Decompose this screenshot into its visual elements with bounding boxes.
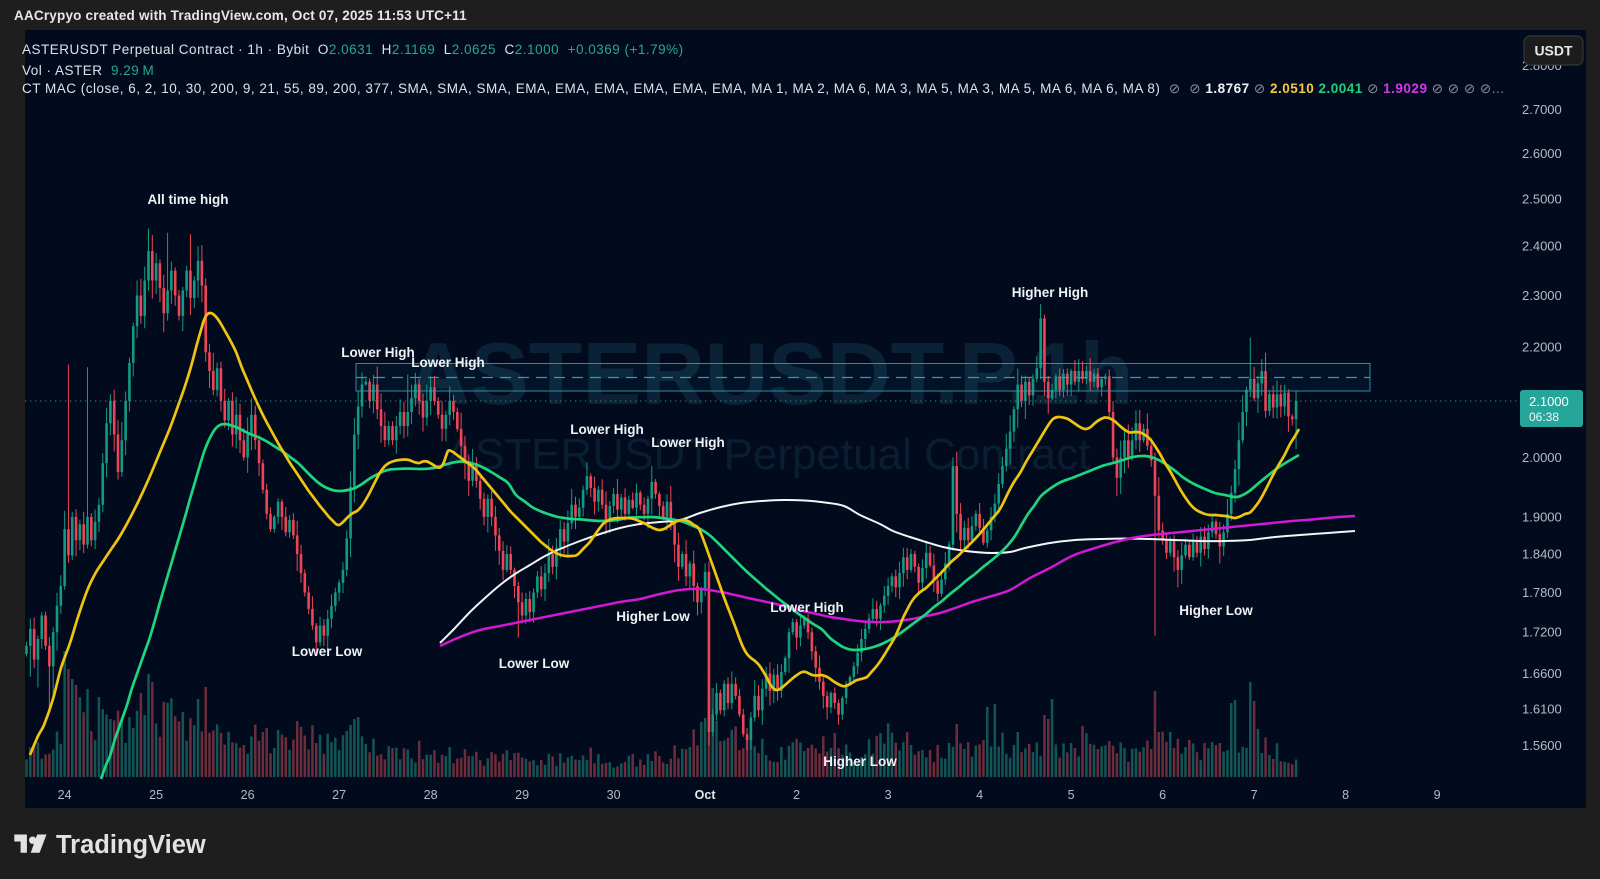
svg-text:TradingView: TradingView [56, 831, 206, 859]
svg-text:8: 8 [1342, 788, 1349, 802]
svg-text:06:38: 06:38 [1529, 410, 1559, 424]
svg-text:2.0000: 2.0000 [1522, 450, 1562, 465]
svg-text:1.9000: 1.9000 [1522, 509, 1562, 524]
svg-text:1.7200: 1.7200 [1522, 625, 1562, 640]
svg-text:Lower Low: Lower Low [499, 656, 570, 671]
svg-text:27: 27 [332, 788, 346, 802]
svg-text:Oct: Oct [695, 788, 717, 802]
svg-text:2.2000: 2.2000 [1522, 340, 1562, 355]
svg-text:6: 6 [1159, 788, 1166, 802]
svg-text:Higher Low: Higher Low [823, 754, 897, 769]
svg-text:1.8400: 1.8400 [1522, 547, 1562, 562]
svg-text:1.5600: 1.5600 [1522, 738, 1562, 753]
svg-text:Lower High: Lower High [770, 600, 844, 615]
svg-text:7: 7 [1251, 788, 1258, 802]
svg-text:Lower High: Lower High [341, 345, 415, 360]
svg-text:29: 29 [515, 788, 529, 802]
svg-text:25: 25 [149, 788, 163, 802]
svg-text:ASTERUSDT.P.1h: ASTERUSDT.P.1h [407, 324, 1134, 423]
svg-text:All time high: All time high [148, 192, 229, 207]
svg-text:28: 28 [424, 788, 438, 802]
svg-text:5: 5 [1068, 788, 1075, 802]
svg-text:9: 9 [1434, 788, 1441, 802]
svg-text:Lower High: Lower High [570, 422, 644, 437]
svg-text:Vol · ASTER 9.29 M: Vol · ASTER 9.29 M [22, 63, 154, 78]
svg-text:30: 30 [607, 788, 621, 802]
svg-text:CT MAC (close, 6, 2, 10, 30, 2: CT MAC (close, 6, 2, 10, 30, 200, 9, 21,… [22, 81, 1504, 96]
svg-text:Higher High: Higher High [1012, 285, 1089, 300]
svg-text:3: 3 [885, 788, 892, 802]
svg-text:26: 26 [241, 788, 255, 802]
svg-text:2.3000: 2.3000 [1522, 288, 1562, 303]
svg-text:1.6600: 1.6600 [1522, 666, 1562, 681]
svg-text:USDT: USDT [1534, 43, 1573, 59]
svg-text:2.5000: 2.5000 [1522, 191, 1562, 206]
svg-text:2.4000: 2.4000 [1522, 239, 1562, 254]
svg-text:2.7000: 2.7000 [1522, 102, 1562, 117]
svg-text:2.6000: 2.6000 [1522, 146, 1562, 161]
svg-text:1.7800: 1.7800 [1522, 585, 1562, 600]
svg-text:24: 24 [58, 788, 72, 802]
svg-text:1.6100: 1.6100 [1522, 701, 1562, 716]
svg-text:4: 4 [976, 788, 983, 802]
svg-text:2.1000: 2.1000 [1529, 394, 1569, 409]
svg-text:ASTERUSDT Perpetual Contract ·: ASTERUSDT Perpetual Contract · 1h · Bybi… [22, 42, 684, 57]
svg-text:AACrypyo created with TradingV: AACrypyo created with TradingView.com, O… [14, 8, 467, 23]
svg-text:2: 2 [793, 788, 800, 802]
svg-text:Higher Low: Higher Low [1179, 603, 1253, 618]
svg-text:Lower High: Lower High [411, 355, 485, 370]
svg-text:Lower Low: Lower Low [292, 644, 363, 659]
svg-text:Higher Low: Higher Low [616, 609, 690, 624]
svg-text:ASTERUSDT Perpetual Contract: ASTERUSDT Perpetual Contract [446, 430, 1091, 479]
svg-text:Lower High: Lower High [651, 435, 725, 450]
